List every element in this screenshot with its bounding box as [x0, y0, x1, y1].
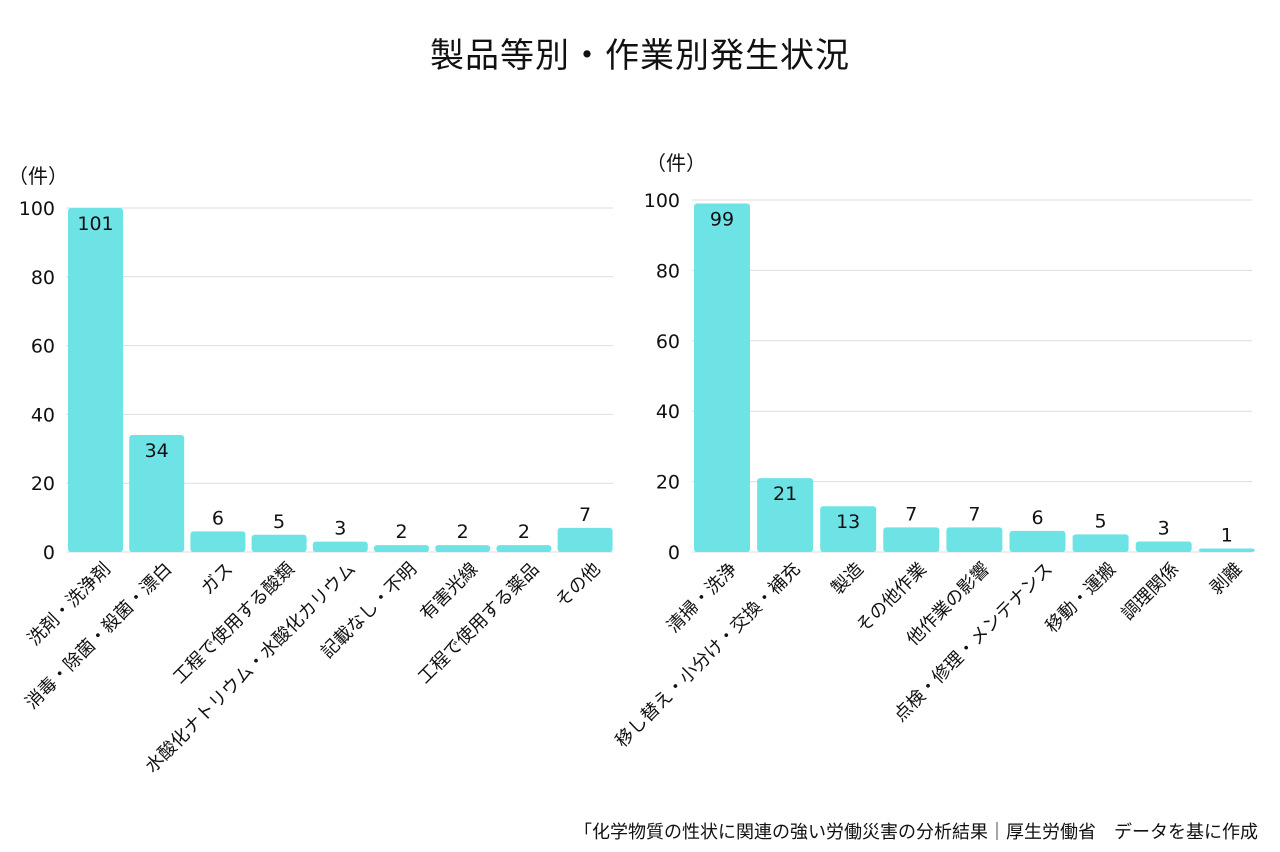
data-label: 99 — [710, 209, 734, 231]
bar — [820, 506, 877, 552]
y-tick-label: 0 — [668, 542, 680, 564]
data-label: 7 — [579, 504, 591, 526]
bar — [374, 545, 429, 552]
bar — [694, 203, 750, 552]
y-tick-label: 40 — [656, 401, 680, 423]
y-tick-label: 20 — [31, 473, 55, 495]
data-label: 1 — [1221, 524, 1233, 546]
data-label: 5 — [1095, 510, 1107, 532]
bar — [190, 531, 246, 552]
y-tick-label: 40 — [31, 404, 55, 426]
data-label: 21 — [773, 483, 797, 505]
bar — [1135, 541, 1192, 552]
y-tick-label: 80 — [656, 260, 680, 282]
bar — [68, 208, 123, 552]
data-label: 6 — [1031, 507, 1043, 529]
category-label: 工程で使用する薬品 — [414, 559, 543, 688]
bar — [883, 527, 940, 552]
bar — [435, 545, 491, 552]
chart-tasks: （件）02040608010099清掃・洗浄21移し替え・小分け・交換・補充13… — [612, 151, 1255, 752]
bar — [1198, 548, 1255, 552]
source-note: 「化学物質の性状に関連の強い労働災害の分析結果｜厚生労働省 データを基に作成 — [574, 822, 1258, 843]
data-label: 3 — [1158, 517, 1170, 539]
data-label: 34 — [145, 440, 169, 462]
category-label: 製造 — [827, 559, 867, 599]
y-tick-label: 80 — [31, 267, 55, 289]
y-tick-label: 0 — [43, 542, 55, 564]
data-label: 101 — [77, 213, 113, 235]
unit-label: （件） — [8, 164, 68, 188]
category-label: 剥離 — [1206, 559, 1246, 599]
category-label: その他 — [552, 559, 605, 612]
data-label: 13 — [836, 511, 860, 533]
unit-label: （件） — [646, 151, 706, 175]
data-label: 7 — [905, 503, 917, 525]
data-label: 5 — [273, 511, 285, 533]
bar — [312, 541, 368, 552]
bar — [1072, 534, 1129, 552]
data-label: 2 — [457, 521, 469, 543]
y-tick-label: 20 — [656, 472, 680, 494]
y-tick-label: 60 — [656, 331, 680, 353]
bar — [557, 527, 613, 552]
category-label: 調理関係 — [1117, 559, 1183, 625]
data-label: 3 — [334, 518, 346, 540]
category-label: ガス — [197, 559, 237, 599]
data-label: 6 — [212, 507, 224, 529]
bar — [1009, 530, 1066, 552]
y-tick-label: 100 — [19, 198, 55, 220]
bar — [757, 478, 814, 552]
bar — [946, 527, 1003, 552]
data-label: 2 — [518, 521, 530, 543]
y-tick-label: 100 — [644, 190, 680, 212]
data-label: 2 — [395, 521, 407, 543]
y-tick-label: 60 — [31, 336, 55, 358]
bar — [251, 534, 307, 552]
bar — [496, 545, 552, 552]
page-title: 製品等別・作業別発生状況 — [430, 36, 850, 76]
chart-products: （件）020406080100101洗剤・洗浄剤34消毒・除菌・殺菌・漂白6ガス… — [8, 164, 613, 777]
bar — [129, 435, 185, 552]
data-label: 7 — [968, 503, 980, 525]
